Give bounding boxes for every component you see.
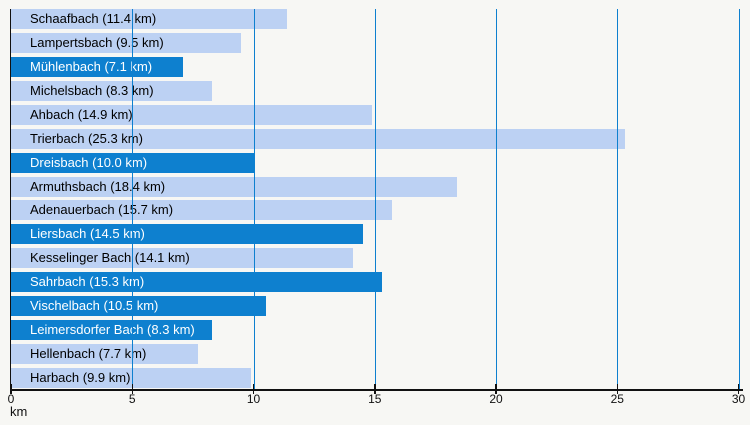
bar-row: Hellenbach (7.7 km) (11, 344, 198, 365)
axis-tick (252, 384, 255, 394)
axis-tick-label: 15 (368, 392, 382, 406)
bar-label: Hellenbach (7.7 km) (30, 346, 147, 362)
bar-label: Liersbach (14.5 km) (30, 226, 145, 242)
bar-label: Mühlenbach (7.1 km) (30, 58, 153, 74)
bar-label: Trierbach (25.3 km) (30, 130, 143, 146)
bar-row: Vischelbach (10.5 km) (11, 296, 266, 317)
axis-tick-label: 30 (731, 392, 746, 406)
axis-tick (374, 384, 376, 394)
bar-row: Kesselinger Bach (14.1 km) (11, 248, 353, 269)
bar-label: Vischelbach (10.5 km) (30, 298, 159, 314)
bar-label: Michelsbach (8.3 km) (30, 82, 154, 98)
bar-row: Mühlenbach (7.1 km) (11, 56, 184, 77)
bar-row: Ahbach (14.9 km) (11, 104, 373, 125)
gridline (253, 9, 255, 389)
bar-label: Ahbach (14.9 km) (30, 106, 133, 122)
gridline (738, 9, 740, 389)
x-axis-line (9, 389, 743, 391)
axis-tick-label: 5 (128, 392, 136, 406)
bar-row: Adenauerbach (15.7 km) (11, 200, 392, 221)
axis-tick (616, 384, 618, 394)
gridline (496, 9, 497, 389)
bar-label: Harbach (9.9 km) (30, 369, 131, 385)
bar-row: Leimersdorfer Bach (8.3 km) (11, 320, 213, 341)
bar-row: Sahrbach (15.3 km) (11, 272, 383, 293)
bar-label: Kesselinger Bach (14.1 km) (30, 250, 190, 266)
bar-label: Sahrbach (15.3 km) (30, 274, 145, 290)
axis-tick-label: 10 (246, 392, 261, 406)
y-axis-line (9, 9, 11, 391)
bar-row: Harbach (9.9 km) (11, 367, 252, 388)
axis-tick (131, 384, 133, 394)
bar-label: Lampertsbach (9.5 km) (30, 34, 164, 50)
bar-label: Schaafbach (11.4 km) (30, 11, 157, 26)
bar-row: Michelsbach (8.3 km) (11, 80, 213, 101)
axis-tick (495, 384, 497, 394)
bar-row: Lampertsbach (9.5 km) (11, 32, 242, 53)
bar-row: Schaafbach (11.4 km) (11, 9, 288, 29)
axis-tick-label: 0 (7, 392, 15, 406)
axis-tick-label: 25 (610, 392, 624, 406)
bar-label: Dreisbach (10.0 km) (30, 154, 148, 170)
bar-label: Leimersdorfer Bach (8.3 km) (30, 322, 195, 338)
bar-row: Armuthsbach (18.4 km) (11, 176, 458, 197)
bar-label: Adenauerbach (15.7 km) (30, 202, 174, 218)
x-axis-unit-label: km (10, 404, 28, 419)
gridline (617, 9, 619, 389)
axis-tick (737, 384, 740, 394)
gridline (374, 9, 376, 389)
bar-row: Trierbach (25.3 km) (11, 128, 625, 149)
axis-tick-label: 20 (489, 392, 503, 406)
bar-label: Armuthsbach (18.4 km) (30, 178, 166, 194)
bar-row: Liersbach (14.5 km) (11, 224, 363, 245)
axis-tick (10, 384, 12, 394)
gridline (132, 9, 134, 389)
